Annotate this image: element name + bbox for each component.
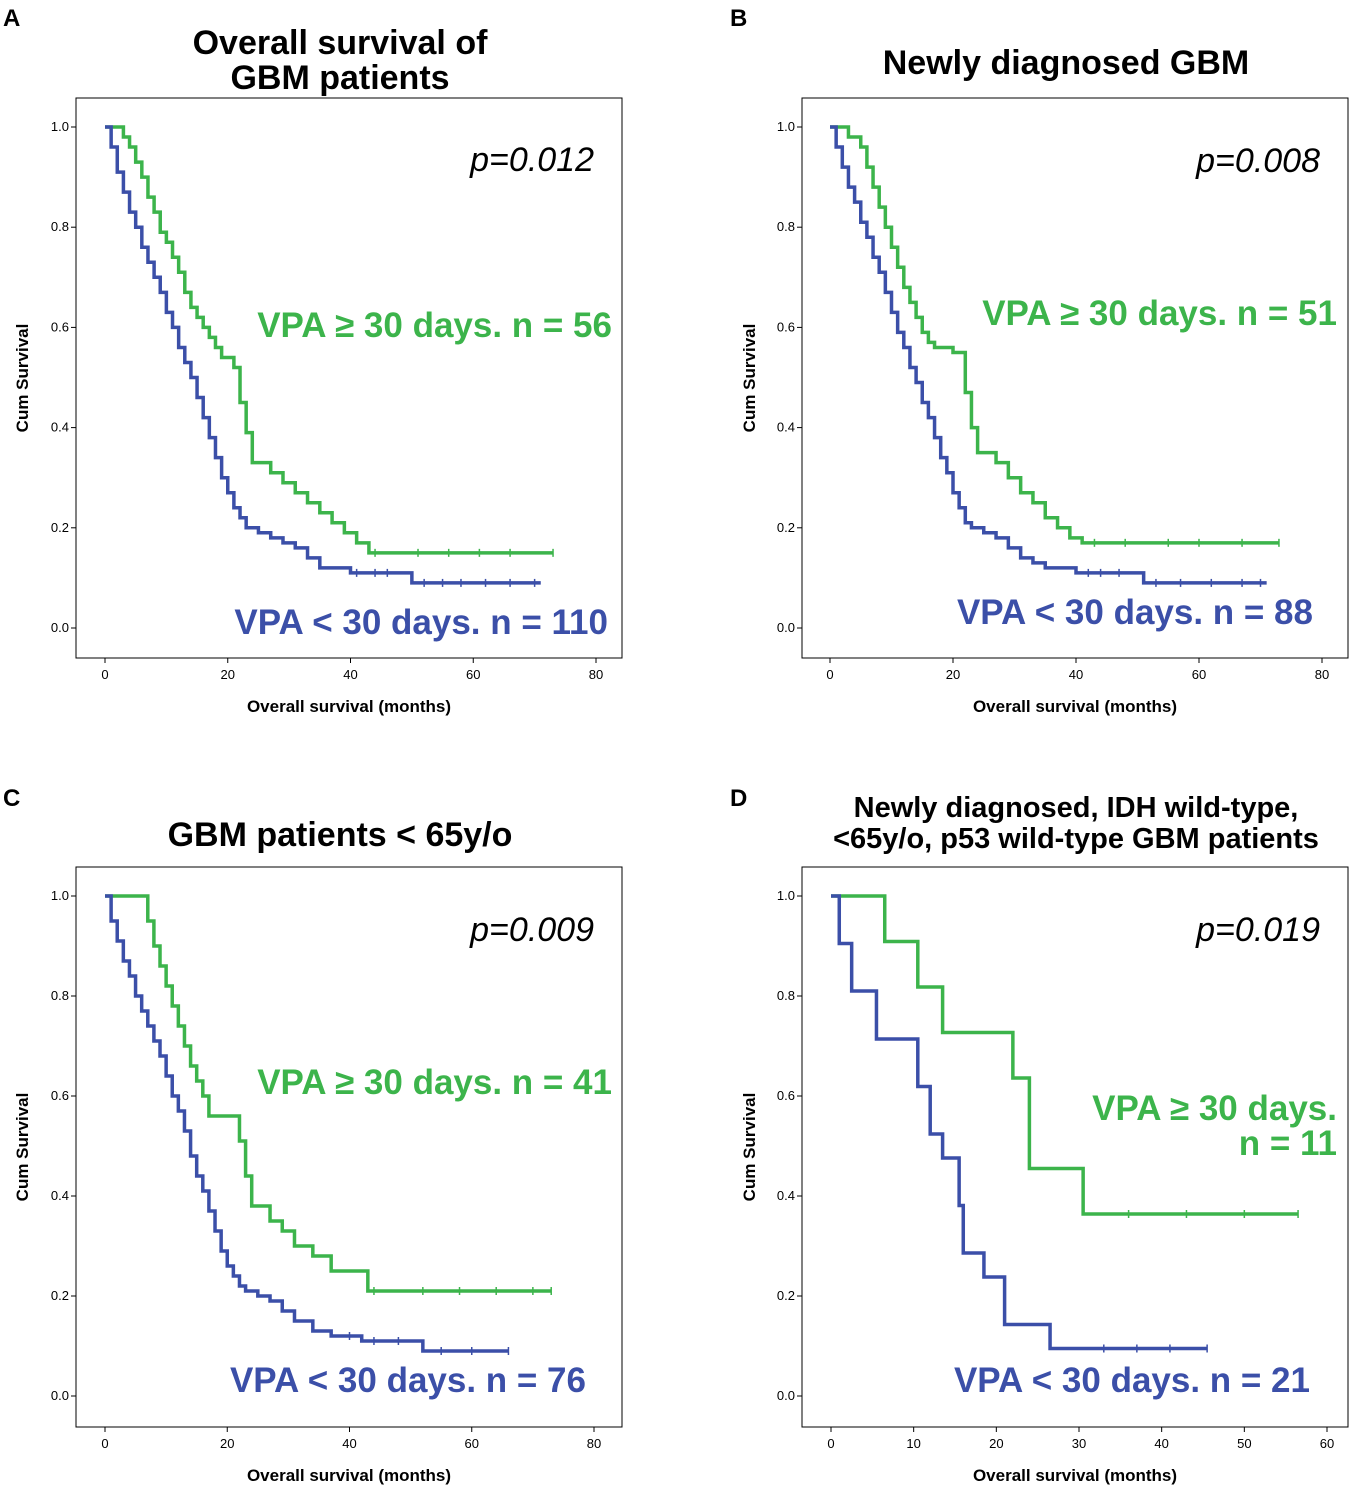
x-tick-label: 0 xyxy=(826,667,833,682)
y-tick-label: 0.0 xyxy=(51,1388,69,1403)
x-tick-label: 80 xyxy=(589,667,603,682)
survival-curve-green xyxy=(105,125,554,555)
x-tick-label: 20 xyxy=(221,667,235,682)
series-label-blue: VPA < 30 days. n = 88 xyxy=(957,593,1313,632)
x-tick-label: 40 xyxy=(1154,1436,1168,1451)
y-axis-label: Cum Survival xyxy=(13,1093,32,1202)
chart-title: Newly diagnosed, IDH wild-type, xyxy=(854,792,1299,824)
series-label-blue: VPA < 30 days. n = 110 xyxy=(234,603,608,642)
series-label-green: VPA ≥ 30 days. xyxy=(1092,1089,1337,1128)
x-axis-label: Overall survival (months) xyxy=(973,1466,1177,1485)
y-tick-label: 0.2 xyxy=(777,1288,795,1303)
survival-curve-blue xyxy=(105,125,541,585)
y-tick-label: 0.2 xyxy=(51,1288,69,1303)
y-tick-label: 0.8 xyxy=(51,988,69,1003)
y-tick-label: 0.0 xyxy=(51,620,69,635)
x-tick-label: 0 xyxy=(101,667,108,682)
y-tick-label: 0.6 xyxy=(51,319,69,334)
plot-frame xyxy=(75,97,623,659)
y-tick-label: 0.6 xyxy=(777,1088,795,1103)
x-tick-label: 40 xyxy=(1069,667,1083,682)
chart-title: Overall survival of xyxy=(193,24,488,62)
x-tick-label: 80 xyxy=(1315,667,1329,682)
chart-title: Newly diagnosed GBM xyxy=(883,44,1250,82)
survival-curve-blue xyxy=(830,125,1267,585)
survival-curve-blue xyxy=(105,894,509,1353)
survival-curve-green xyxy=(831,894,1299,1216)
y-tick-label: 0.6 xyxy=(777,319,795,334)
series-label-green: n = 11 xyxy=(1239,1124,1337,1163)
p-value: p=0.012 xyxy=(469,141,594,179)
x-axis-label: Overall survival (months) xyxy=(247,697,451,716)
x-tick-label: 50 xyxy=(1237,1436,1251,1451)
y-tick-label: 0.8 xyxy=(777,219,795,234)
y-tick-label: 0.8 xyxy=(777,988,795,1003)
x-axis-label: Overall survival (months) xyxy=(973,697,1177,716)
chart-title: GBM patients xyxy=(230,59,449,97)
survival-curve-green xyxy=(105,894,552,1293)
y-tick-label: 0.4 xyxy=(777,1188,795,1203)
series-label-blue: VPA < 30 days. n = 76 xyxy=(230,1361,586,1400)
y-tick-label: 0.4 xyxy=(51,420,69,435)
y-axis-label: Cum Survival xyxy=(13,324,32,433)
survival-curve-green xyxy=(830,125,1279,545)
chart-title: GBM patients < 65y/o xyxy=(168,816,513,854)
y-axis-label: Cum Survival xyxy=(740,1093,759,1202)
x-tick-label: 60 xyxy=(1192,667,1206,682)
x-tick-label: 80 xyxy=(587,1436,601,1451)
y-tick-label: 1.0 xyxy=(777,888,795,903)
y-axis-label: Cum Survival xyxy=(740,324,759,433)
panel-letter: B xyxy=(730,5,747,32)
y-tick-label: 0.6 xyxy=(51,1088,69,1103)
x-tick-label: 20 xyxy=(946,667,960,682)
x-tick-label: 20 xyxy=(989,1436,1003,1451)
panel-d: D Newly diagnosed, IDH wild-type,<65y/o, … xyxy=(730,785,1349,1485)
series-label-green: VPA ≥ 30 days. n = 51 xyxy=(982,294,1337,333)
y-tick-label: 1.0 xyxy=(777,119,795,134)
x-axis-label: Overall survival (months) xyxy=(247,1466,451,1485)
chart-title: <65y/o, p53 wild-type GBM patients xyxy=(833,823,1319,855)
x-tick-label: 0 xyxy=(101,1436,108,1451)
series-label-green: VPA ≥ 30 days. n = 56 xyxy=(257,306,612,345)
plot-frame xyxy=(801,97,1349,659)
panel-letter: A xyxy=(3,5,20,32)
x-tick-label: 10 xyxy=(906,1436,920,1451)
y-tick-label: 0.0 xyxy=(777,620,795,635)
x-tick-label: 20 xyxy=(220,1436,234,1451)
x-tick-label: 60 xyxy=(1320,1436,1334,1451)
panel-c: C GBM patients < 65y/o 0.0 0.2 0.4 0.6 0.8 1.0 0… xyxy=(3,785,623,1485)
x-tick-label: 60 xyxy=(466,667,480,682)
x-tick-label: 0 xyxy=(827,1436,834,1451)
plot-frame xyxy=(801,866,1349,1428)
series-label-blue: VPA < 30 days. n = 21 xyxy=(954,1361,1310,1400)
p-value: p=0.009 xyxy=(469,911,594,949)
panel-b: B Newly diagnosed GBM 0.0 0.2 0.4 0.6 0.8 1.0 0 2… xyxy=(730,5,1349,716)
y-tick-label: 1.0 xyxy=(51,119,69,134)
p-value: p=0.019 xyxy=(1195,911,1320,949)
panel-letter: C xyxy=(3,785,20,812)
survival-curve-blue xyxy=(831,894,1208,1351)
plot-frame xyxy=(75,866,623,1428)
series-label-green: VPA ≥ 30 days. n = 41 xyxy=(257,1063,612,1102)
y-tick-label: 0.2 xyxy=(777,520,795,535)
p-value: p=0.008 xyxy=(1195,142,1320,180)
x-tick-label: 40 xyxy=(343,667,357,682)
y-tick-label: 1.0 xyxy=(51,888,69,903)
panel-letter: D xyxy=(730,785,747,812)
x-tick-label: 30 xyxy=(1072,1436,1086,1451)
x-tick-label: 60 xyxy=(465,1436,479,1451)
y-tick-label: 0.4 xyxy=(51,1188,69,1203)
y-tick-label: 0.0 xyxy=(777,1388,795,1403)
y-tick-label: 0.8 xyxy=(51,219,69,234)
y-tick-label: 0.2 xyxy=(51,520,69,535)
y-tick-label: 0.4 xyxy=(777,420,795,435)
x-tick-label: 40 xyxy=(342,1436,356,1451)
